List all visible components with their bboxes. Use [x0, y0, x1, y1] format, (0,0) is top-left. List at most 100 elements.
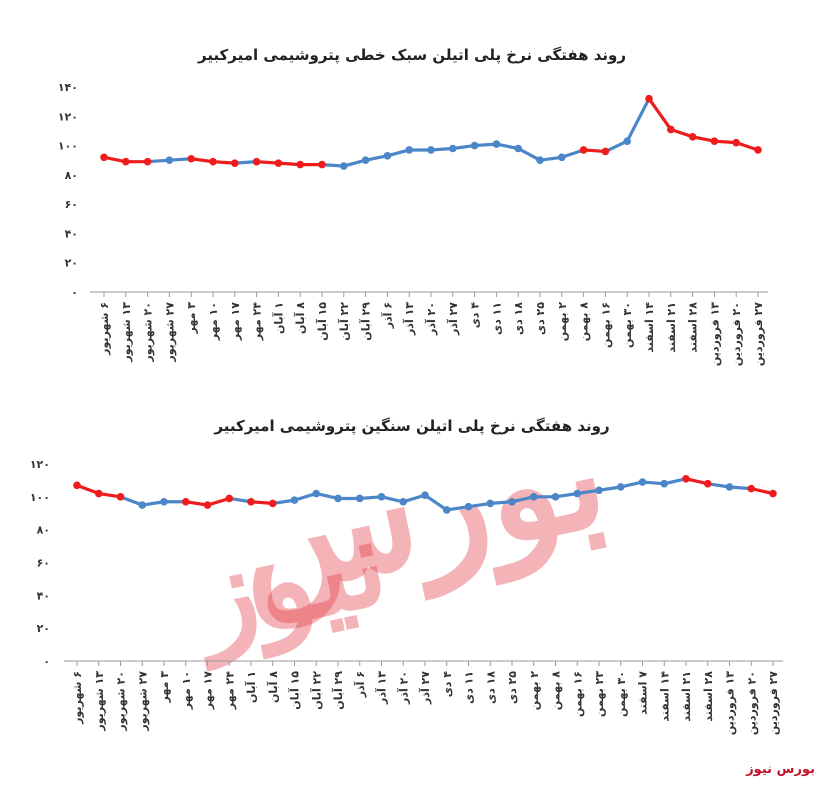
data-point — [116, 493, 125, 501]
data-point — [399, 497, 408, 506]
x-tick-label: ۲۲ آبان — [337, 302, 351, 341]
y-tick-label: ۶۰ — [37, 557, 50, 570]
data-point — [449, 144, 457, 153]
y-tick-label: ۸۰ — [37, 524, 50, 537]
x-tick-label: ۲۷ آذر — [418, 671, 432, 705]
data-point — [377, 493, 386, 501]
data-point — [361, 156, 370, 165]
data-point — [318, 160, 326, 169]
data-point — [312, 489, 321, 498]
data-point — [122, 157, 130, 166]
brand-label: بورس نیوز — [746, 762, 815, 777]
x-tick-label: ۸ آبان — [266, 671, 280, 703]
data-point — [268, 499, 277, 508]
y-tick-label: ۱۴۰ — [58, 81, 78, 94]
data-point — [247, 497, 255, 506]
x-tick-label: ۱۵ آبان — [315, 302, 329, 341]
y-tick-label: ۲۰ — [65, 257, 78, 270]
x-tick-label: ۲۸ اسفند — [702, 671, 715, 722]
x-tick-label: ۲۵ دی — [534, 302, 547, 335]
x-tick-label: ۸ آبان — [293, 302, 307, 334]
data-point — [203, 501, 212, 509]
series-segment — [75, 483, 101, 496]
x-tick-label: ۱۶ بهمن — [599, 302, 612, 348]
x-tick-label: ۱۴ اسفند — [643, 302, 656, 353]
data-point — [514, 144, 522, 153]
x-tick-label: ۲۰ شهریور — [115, 671, 128, 732]
data-point — [536, 156, 544, 165]
data-point — [225, 494, 234, 503]
x-tick-label: ۱۶ بهمن — [571, 671, 584, 717]
y-tick-label: ۴۰ — [65, 227, 78, 240]
data-point — [492, 140, 501, 148]
x-tick-label: ۲۷ شهریور — [163, 302, 176, 363]
series-segment — [118, 495, 144, 507]
data-point — [529, 493, 538, 501]
x-tick-label: ۱۳ فروردین — [708, 302, 721, 366]
x-tick-label: ۳ مهر — [158, 671, 171, 704]
data-point — [486, 499, 495, 508]
data-point — [290, 496, 299, 504]
y-tick-label: ۸۰ — [65, 169, 78, 182]
series-segment — [625, 97, 651, 143]
x-tick-label: ۱۸ دی — [512, 302, 525, 335]
data-point — [421, 491, 429, 499]
data-point — [769, 489, 777, 498]
y-tick-label: ۱۰۰ — [30, 491, 50, 504]
x-tick-label: ۱۳ فروردین — [724, 671, 737, 735]
x-tick-label: ۲۰ شهریور — [142, 302, 155, 363]
data-point — [427, 146, 435, 154]
x-tick-label: ۲ بهمن — [556, 302, 569, 342]
x-tick-label: ۲۷ شهریور — [136, 671, 149, 732]
data-point — [558, 153, 566, 162]
x-tick-label: ۴ دی — [469, 302, 482, 329]
data-point — [355, 494, 364, 503]
chart-title: روند هفتگی نرخ پلی اتیلن سبک خطی پتروشیم… — [197, 46, 626, 65]
data-point — [732, 138, 740, 147]
data-point — [209, 157, 217, 166]
x-tick-label: ۱۳ شهریور — [120, 302, 133, 363]
series-segment — [603, 139, 629, 154]
x-tick-label: ۶ آذر — [380, 302, 394, 329]
x-tick-label: ۱۳ آذر — [402, 302, 416, 336]
y-tick-label: ۴۰ — [37, 589, 50, 602]
x-tick-label: ۱۸ دی — [484, 671, 497, 704]
data-point — [138, 501, 147, 509]
x-tick-label: ۶ شهریور — [71, 671, 84, 725]
x-tick-label: ۲۴ مهر — [251, 302, 264, 341]
x-tick-label: ۳۰ بهمن — [621, 302, 634, 348]
x-tick-label: ۱۱ دی — [490, 302, 503, 335]
x-tick-label: ۱ آبان — [271, 302, 285, 334]
data-point — [340, 162, 348, 170]
x-tick-label: ۱۴ اسفند — [658, 671, 671, 722]
data-point — [703, 479, 712, 488]
data-point — [601, 147, 610, 156]
x-tick-label: ۲۰ آذر — [396, 671, 410, 705]
data-point — [595, 486, 603, 495]
x-tick-label: ۱۷ مهر — [229, 302, 242, 341]
x-tick-label: ۴ دی — [441, 671, 454, 698]
x-tick-label: ۱۱ دی — [463, 671, 476, 704]
y-tick-label: ۰ — [71, 286, 78, 299]
data-point — [252, 157, 261, 166]
series-segment — [423, 493, 449, 512]
data-point — [73, 481, 81, 490]
x-tick-label: ۳ مهر — [185, 302, 198, 335]
x-tick-label: ۲۵ دی — [506, 671, 519, 704]
x-tick-label: ۸ بهمن — [578, 302, 591, 342]
data-point — [405, 146, 414, 154]
x-tick-label: ۲۳ بهمن — [593, 671, 606, 717]
x-tick-label: ۲۷ آذر — [446, 302, 460, 336]
data-point — [579, 146, 588, 154]
data-point — [165, 156, 174, 165]
data-point — [682, 474, 690, 483]
data-point — [181, 497, 190, 506]
x-tick-label: ۸ بهمن — [550, 671, 563, 711]
y-tick-label: ۱۲۰ — [58, 110, 78, 123]
data-point — [688, 132, 697, 141]
data-point — [616, 483, 625, 491]
data-point — [464, 502, 473, 511]
data-point — [638, 478, 647, 486]
data-point — [160, 497, 168, 506]
